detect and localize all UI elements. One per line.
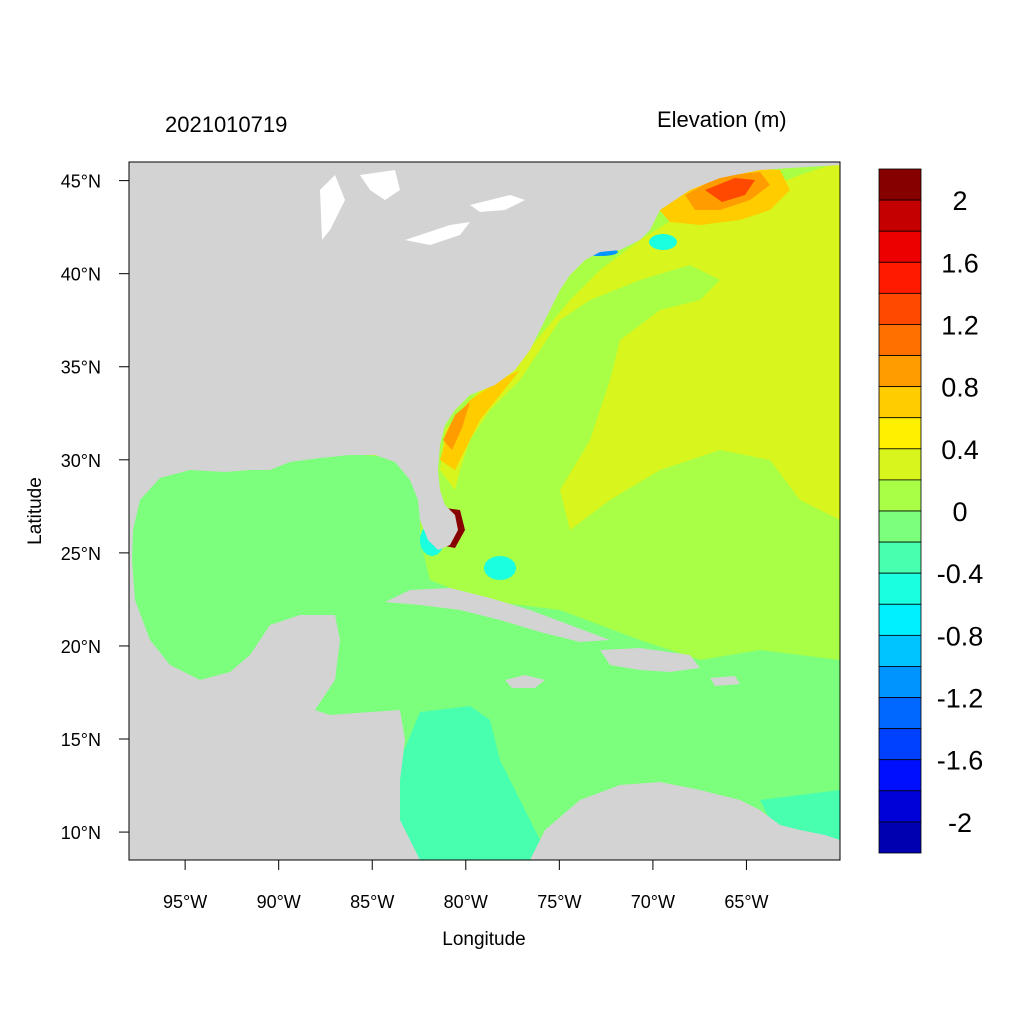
southeast-coast-surge-inner xyxy=(443,402,470,450)
colorbar-box xyxy=(878,697,922,730)
colorbar-label: -2 xyxy=(948,808,972,838)
colorbar-label: 0.8 xyxy=(941,373,979,403)
cape-cod-negative-spot xyxy=(649,234,677,250)
x-tick-label: 90°W xyxy=(257,892,301,912)
colorbar-box xyxy=(878,666,922,698)
colorbar-box xyxy=(878,324,922,356)
x-tick-label: 95°W xyxy=(163,892,207,912)
colorbar-box xyxy=(878,199,922,232)
y-tick-label: 40°N xyxy=(61,265,101,285)
colorbar-box xyxy=(878,355,922,388)
colorbar-box xyxy=(878,728,922,761)
colorbar-label: 1.2 xyxy=(941,310,979,340)
colorbar-box xyxy=(878,479,922,512)
colorbar-label: 0 xyxy=(952,497,967,527)
x-tick-label: 75°W xyxy=(537,892,581,912)
x-tick-label: 70°W xyxy=(631,892,675,912)
colorbar-label: -1.6 xyxy=(937,746,984,776)
colorbar-box xyxy=(878,572,922,605)
y-tick-label: 20°N xyxy=(61,637,101,657)
y-tick-label: 15°N xyxy=(61,730,101,750)
x-tick-label: 85°W xyxy=(350,892,394,912)
y-axis-title: Latitude xyxy=(25,477,46,545)
colorbar-box xyxy=(878,510,922,543)
colorbar-label: -1.2 xyxy=(937,684,984,714)
colorbar xyxy=(878,168,922,854)
colorbar-label: 2 xyxy=(952,186,967,216)
x-tick-label: 65°W xyxy=(724,892,768,912)
north-america-land xyxy=(129,162,840,860)
map-datetime: 2021010719 xyxy=(165,112,288,137)
cuba-land xyxy=(385,588,610,642)
colorbar-label: 1.6 xyxy=(941,248,979,278)
colorbar-box xyxy=(878,448,922,481)
southeast-coast-surge xyxy=(440,370,520,470)
great-lakes xyxy=(320,170,525,245)
x-tick-label: 80°W xyxy=(444,892,488,912)
colorbar-box xyxy=(878,168,922,201)
colorbar-box xyxy=(878,790,922,823)
gulf-of-maine-surge-inner xyxy=(705,178,755,202)
colorbar-box xyxy=(878,541,922,574)
y-tick-label: 35°N xyxy=(61,358,101,378)
y-axis: 45°N 40°N 35°N 30°N 25°N 20°N 15°N 10°N xyxy=(61,172,129,843)
map-area xyxy=(129,162,840,860)
colorbar-box xyxy=(878,386,922,419)
map-variable-title: Elevation (m) xyxy=(657,107,787,132)
colorbar-label: -0.8 xyxy=(937,621,984,651)
colorbar-box xyxy=(878,417,922,450)
plot-frame xyxy=(128,161,841,861)
y-tick-label: 45°N xyxy=(61,172,101,192)
y-tick-label: 10°N xyxy=(61,823,101,843)
bahamas-negative-spot xyxy=(484,556,516,580)
south-america-land xyxy=(530,782,840,860)
colorbar-box xyxy=(878,603,922,636)
colorbar-label: 0.4 xyxy=(941,435,979,465)
colorbar-box xyxy=(878,292,922,325)
x-axis-title: Longitude xyxy=(442,929,525,950)
colorbar-box xyxy=(878,230,922,263)
y-tick-label: 30°N xyxy=(61,451,101,471)
colorbar-box xyxy=(878,634,922,667)
x-axis: 95°W 90°W 85°W 80°W 75°W 70°W 65°W xyxy=(163,860,769,912)
jamaica-land xyxy=(505,675,545,688)
colorbar-box xyxy=(878,261,922,294)
puerto-rico-land xyxy=(710,676,740,686)
hispaniola-land xyxy=(600,648,700,672)
western-caribbean-negative xyxy=(400,706,540,860)
y-tick-label: 25°N xyxy=(61,544,101,564)
colorbar-box xyxy=(878,759,922,792)
atlantic-positive-region xyxy=(440,162,840,530)
colorbar-label: -0.4 xyxy=(937,559,984,589)
colorbar-labels: 2 1.6 1.2 0.8 0.4 0 -0.4 -0.8 -1.2 -1.6 -2 xyxy=(937,186,984,838)
colorbar-box xyxy=(878,821,922,854)
